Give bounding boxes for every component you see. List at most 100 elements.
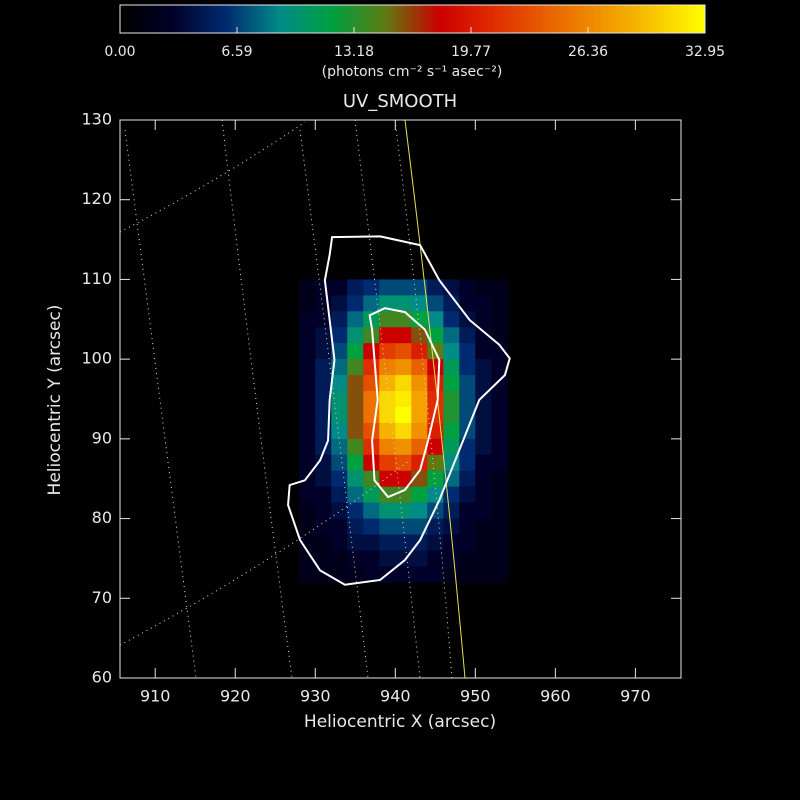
heatmap-cell	[443, 486, 460, 504]
heatmap-cell	[427, 470, 444, 488]
heatmap-cell	[443, 359, 460, 376]
heatmap-cell	[491, 454, 508, 472]
heatmap-cell	[443, 343, 460, 360]
heatmap-cell	[347, 438, 364, 456]
heatmap-cell	[363, 422, 380, 440]
y-axis-label: Heliocentric Y (arcsec)	[45, 305, 65, 496]
heatmap-cell	[363, 550, 380, 567]
heatmap-cell	[379, 438, 396, 456]
heatmap-cell	[331, 422, 348, 440]
heatmap-cell	[347, 311, 364, 328]
heatmap-cell	[443, 534, 460, 551]
grid-meridian	[124, 129, 197, 678]
heatmap-cell	[475, 295, 492, 312]
heatmap-cell	[443, 518, 460, 536]
heatmap-cell	[427, 279, 444, 296]
heatmap-cell	[315, 534, 332, 551]
heatmap-cell	[427, 518, 444, 536]
heatmap-cell	[379, 391, 396, 408]
colorbar-frame	[119, 4, 706, 34]
y-tick-label: 80	[92, 508, 112, 527]
contour	[368, 307, 441, 499]
heatmap-cell	[475, 470, 492, 488]
heatmap-cell	[411, 295, 428, 312]
heatmap-cell	[363, 279, 380, 296]
heatmap-cell	[443, 438, 460, 456]
heatmap-cell	[443, 375, 460, 392]
heatmap-cell	[379, 359, 396, 376]
heatmap-cell	[315, 311, 332, 328]
heatmap-cell	[411, 438, 428, 456]
heatmap-cell	[459, 470, 476, 488]
heatmap-cell	[347, 470, 364, 488]
heatmap-cell	[395, 470, 412, 488]
contour	[287, 235, 511, 586]
heatmap-cell	[459, 486, 476, 504]
heatmap-cell	[491, 502, 508, 520]
heatmap-cell	[395, 422, 412, 440]
heatmap-cell	[459, 343, 476, 360]
heatmap-cell	[347, 486, 364, 504]
x-tick-label: 920	[220, 687, 251, 706]
heatmap-cell	[411, 486, 428, 504]
heatmap-cell	[427, 391, 444, 408]
heatmap-cell	[331, 375, 348, 392]
y-tick-label: 130	[81, 110, 112, 129]
heatmap-cell	[363, 295, 380, 312]
heatmap-cell	[379, 470, 396, 488]
heatmap-cell	[475, 438, 492, 456]
heatmap-cell	[459, 454, 476, 472]
colorbar-tick-label: 6.59	[221, 44, 252, 60]
heatmap-cell	[395, 343, 412, 360]
heatmap-cell	[363, 566, 380, 583]
heatmap-cell	[491, 550, 508, 567]
heatmap-cell	[443, 327, 460, 344]
heatmap-cell	[363, 502, 380, 520]
heatmap-cell	[379, 295, 396, 312]
heatmap-cell	[299, 327, 316, 344]
heatmap-cell	[379, 534, 396, 551]
heatmap-cell	[491, 359, 508, 376]
heatmap-cell	[331, 534, 348, 551]
heatmap-cell	[395, 295, 412, 312]
heatmap-cell	[347, 534, 364, 551]
heatmap-cell	[363, 359, 380, 376]
heatmap-cell	[443, 311, 460, 328]
heatmap-cell	[347, 422, 364, 440]
heatmap-cell	[315, 391, 332, 408]
heatmap-cell	[459, 566, 476, 583]
y-tick-label: 90	[92, 428, 112, 447]
heatmap-cell	[491, 295, 508, 312]
heatmap-cell	[491, 534, 508, 551]
heatmap-cell	[379, 518, 396, 536]
heatmap-cell	[299, 454, 316, 472]
heatmap-cell	[411, 375, 428, 392]
y-tick-label: 60	[92, 668, 112, 687]
colorbar	[120, 5, 705, 33]
heatmap-cell	[443, 391, 460, 408]
heatmap-cell	[491, 566, 508, 583]
heatmap-cell	[347, 295, 364, 312]
x-axis-label: Heliocentric X (arcsec)	[304, 712, 496, 732]
heatmap-cell	[395, 375, 412, 392]
heatmap-cell	[299, 486, 316, 504]
heatmap-cell	[315, 518, 332, 536]
heatmap-cell	[331, 406, 348, 424]
colorbar-tick-label: 32.95	[685, 44, 725, 60]
chart-title: UV_SMOOTH	[343, 91, 457, 112]
heatmap-cell	[299, 375, 316, 392]
heatmap-cell	[427, 438, 444, 456]
heatmap-cell	[347, 566, 364, 583]
heatmap-cell	[331, 311, 348, 328]
heatmap-cell	[379, 550, 396, 567]
heatmap-cell	[331, 295, 348, 312]
heatmap-cell	[299, 295, 316, 312]
heatmap-cell	[331, 566, 348, 583]
colorbar-tick-label: 26.36	[568, 44, 608, 60]
heatmap-cell	[379, 454, 396, 472]
heatmap-cell	[475, 391, 492, 408]
heatmap-cell	[459, 550, 476, 567]
x-tick-label: 910	[140, 687, 171, 706]
heatmap-cell	[411, 518, 428, 536]
heatmap-cell	[315, 470, 332, 488]
